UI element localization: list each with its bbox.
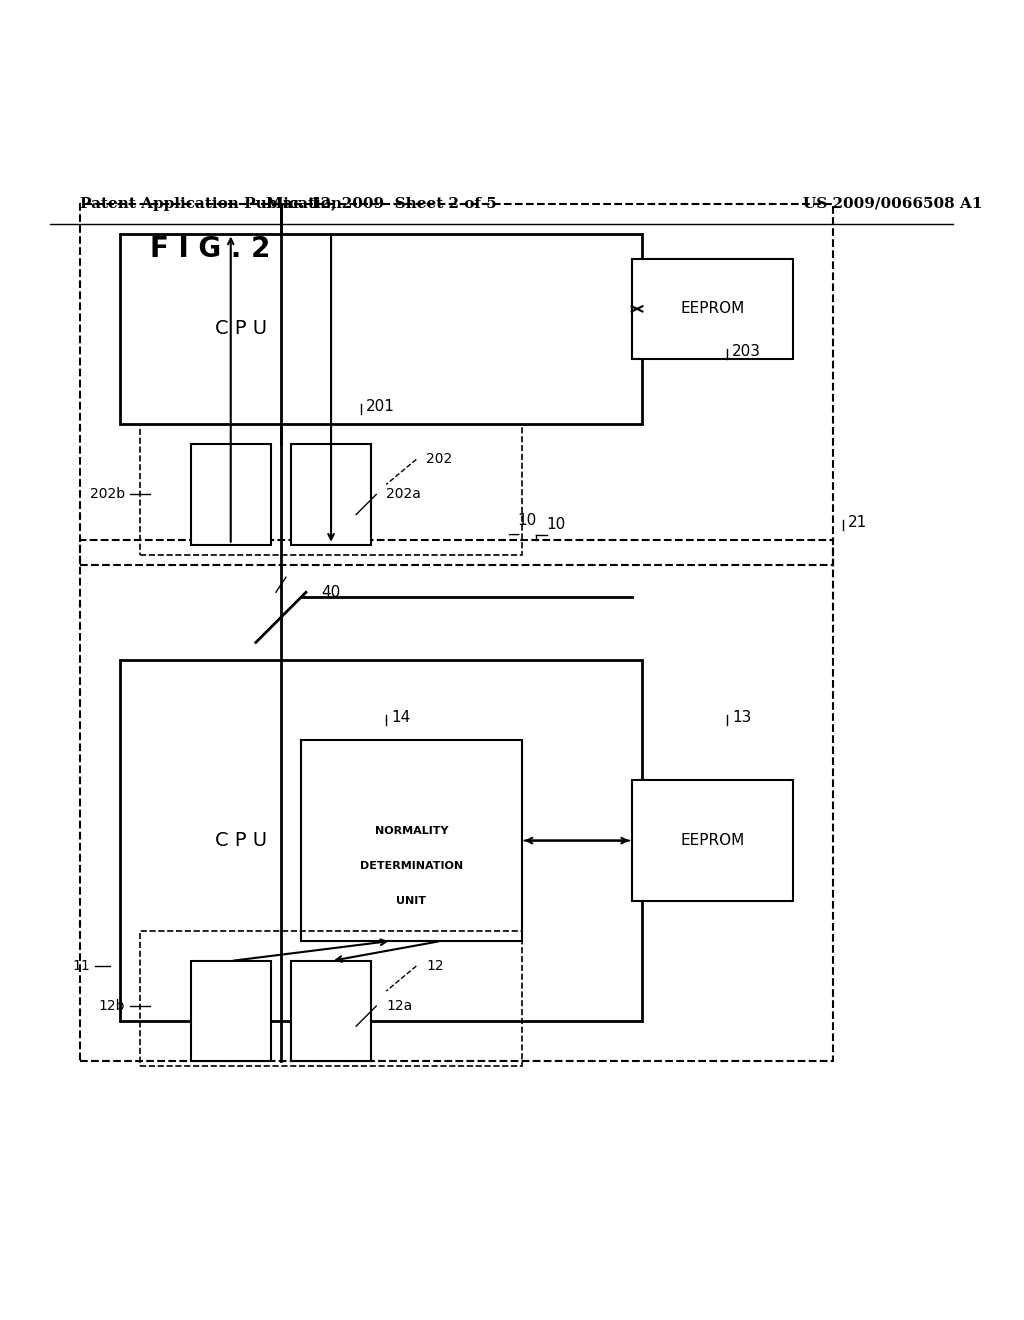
Text: 14: 14 — [391, 710, 411, 725]
Text: NORMALITY: NORMALITY — [375, 825, 449, 836]
Text: 11: 11 — [73, 960, 90, 973]
Text: Patent Application Publication: Patent Application Publication — [80, 197, 342, 210]
Text: 202a: 202a — [386, 487, 421, 502]
Text: DETERMINATION: DETERMINATION — [359, 861, 463, 871]
Text: 202: 202 — [426, 453, 453, 466]
FancyBboxPatch shape — [121, 234, 642, 424]
Text: 203: 203 — [732, 345, 762, 359]
Text: EEPROM: EEPROM — [680, 301, 744, 317]
FancyBboxPatch shape — [301, 741, 521, 941]
Text: 10: 10 — [547, 516, 566, 532]
Text: F I G . 2: F I G . 2 — [151, 235, 271, 263]
FancyBboxPatch shape — [190, 961, 271, 1061]
Text: 12a: 12a — [386, 999, 413, 1014]
Text: 13: 13 — [732, 710, 752, 725]
Text: UNIT: UNIT — [396, 896, 426, 906]
Text: 40: 40 — [322, 585, 340, 599]
Text: 21: 21 — [848, 515, 867, 529]
FancyBboxPatch shape — [632, 259, 793, 359]
Text: 10: 10 — [517, 512, 537, 528]
Text: 12b: 12b — [99, 999, 125, 1014]
FancyBboxPatch shape — [291, 961, 371, 1061]
Text: C P U: C P U — [215, 832, 267, 850]
Text: Mar. 12, 2009  Sheet 2 of 5: Mar. 12, 2009 Sheet 2 of 5 — [266, 197, 497, 210]
Text: 202b: 202b — [90, 487, 125, 502]
FancyBboxPatch shape — [632, 780, 793, 900]
Text: EEPROM: EEPROM — [680, 833, 744, 847]
FancyBboxPatch shape — [291, 445, 371, 545]
FancyBboxPatch shape — [190, 445, 271, 545]
FancyBboxPatch shape — [121, 660, 642, 1022]
Text: 201: 201 — [367, 399, 395, 414]
Text: C P U: C P U — [215, 319, 267, 338]
Text: US 2009/0066508 A1: US 2009/0066508 A1 — [803, 197, 982, 210]
Text: 12: 12 — [426, 960, 444, 973]
